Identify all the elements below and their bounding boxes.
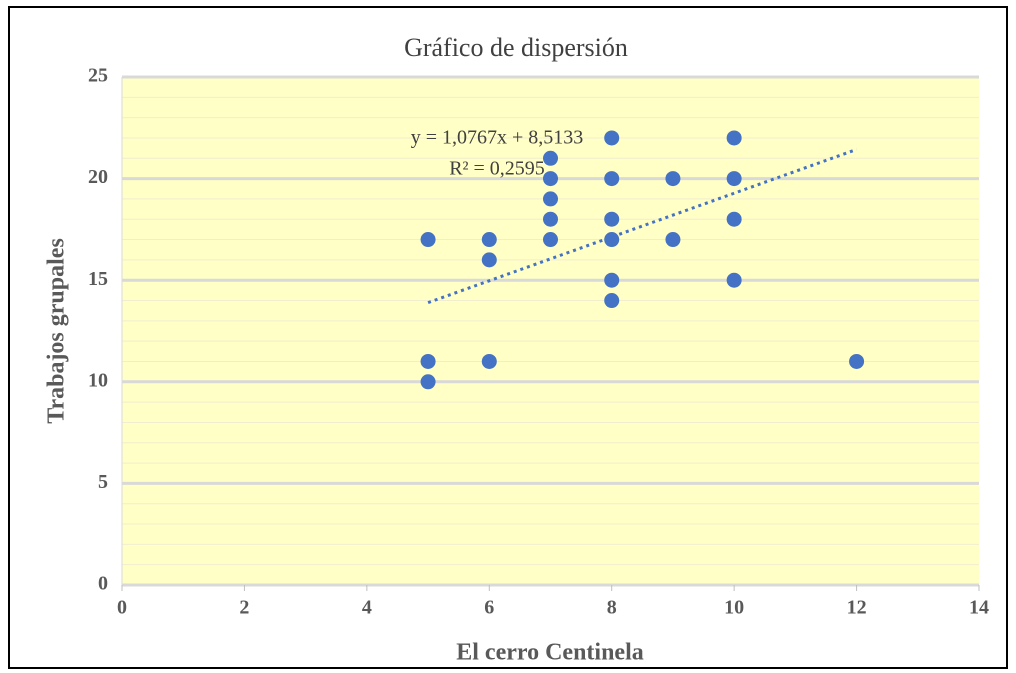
data-point xyxy=(543,150,558,166)
data-point xyxy=(420,374,436,390)
data-point xyxy=(726,130,742,146)
y-tick-label: 10 xyxy=(88,369,108,391)
data-point xyxy=(543,171,558,187)
y-tick-label: 15 xyxy=(88,268,108,290)
y-tick-label: 0 xyxy=(98,573,108,595)
data-point xyxy=(604,130,620,146)
x-tick-label: 0 xyxy=(117,597,127,619)
x-tick-label: 6 xyxy=(484,597,494,619)
data-point xyxy=(726,211,742,227)
data-point xyxy=(543,232,558,248)
x-tick-label: 4 xyxy=(362,597,372,619)
data-point xyxy=(665,171,681,187)
data-point xyxy=(849,353,865,369)
data-point xyxy=(604,272,620,288)
y-tick-label: 20 xyxy=(88,166,108,188)
data-point xyxy=(481,353,497,369)
x-tick-label: 12 xyxy=(847,597,867,619)
data-point xyxy=(604,211,620,227)
trendline-equation: y = 1,0767x + 8,5133 xyxy=(411,127,584,149)
data-point xyxy=(543,191,558,207)
trendline xyxy=(427,148,858,305)
y-tick-label: 5 xyxy=(98,471,108,493)
y-axis-label: Trabajos grupales xyxy=(44,238,70,424)
data-point xyxy=(481,252,497,268)
data-point xyxy=(481,232,497,248)
x-tick-label: 2 xyxy=(239,597,249,619)
trendline-r-squared: R² = 0,2595 xyxy=(449,158,545,180)
x-tick-label: 14 xyxy=(969,597,989,619)
data-point xyxy=(543,211,558,227)
data-point xyxy=(665,232,681,248)
x-tick-label: 10 xyxy=(724,597,744,619)
x-tick-label: 8 xyxy=(607,597,617,619)
y-tick-label: 25 xyxy=(88,65,108,87)
data-point xyxy=(604,171,620,187)
data-point xyxy=(420,232,436,248)
data-point xyxy=(420,353,436,369)
data-point xyxy=(726,171,742,187)
data-point xyxy=(604,293,620,309)
chart-title: Gráfico de dispersión xyxy=(404,33,628,62)
data-point xyxy=(726,272,742,288)
x-axis-label: El cerro Centinela xyxy=(456,640,644,666)
